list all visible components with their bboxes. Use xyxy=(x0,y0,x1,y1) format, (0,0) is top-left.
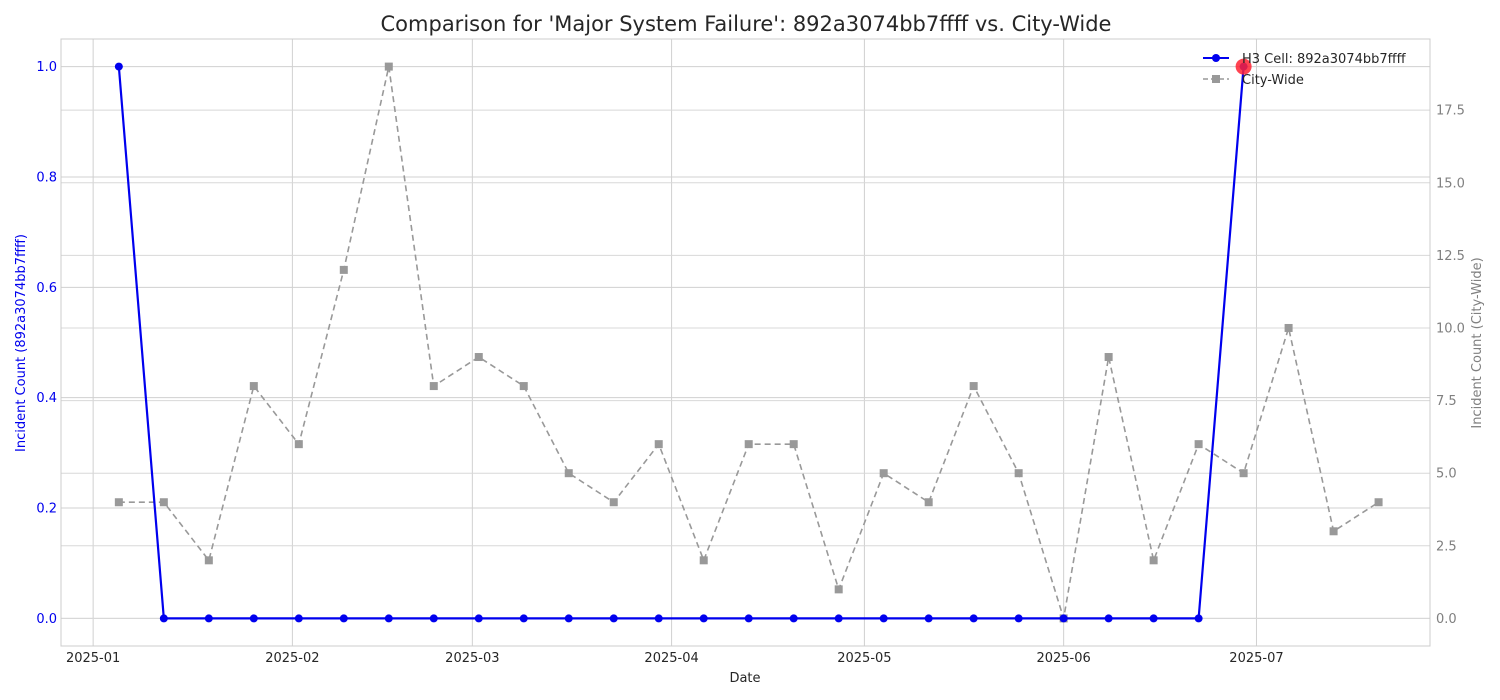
y-right-tick-label: 12.5 xyxy=(1436,249,1465,264)
h3-cell-point xyxy=(879,614,888,623)
y-left-tick-label: 0.0 xyxy=(36,612,57,627)
legend-swatch-city-marker xyxy=(1212,75,1220,83)
y-right-tick-label: 5.0 xyxy=(1436,467,1457,482)
city-wide-point xyxy=(969,382,978,391)
chart-title: Comparison for 'Major System Failure': 8… xyxy=(381,12,1112,36)
city-wide-point xyxy=(1104,353,1113,362)
city-wide-point xyxy=(1194,440,1203,449)
city-wide-point xyxy=(474,353,483,362)
y-left-tick-label: 1.0 xyxy=(36,60,57,75)
city-wide-point xyxy=(1014,469,1023,478)
city-wide-point xyxy=(834,585,843,594)
y-right-tick-label: 7.5 xyxy=(1436,394,1457,409)
h3-cell-point xyxy=(474,614,483,623)
legend-label-h3: H3 Cell: 892a3074bb7ffff xyxy=(1242,52,1407,67)
h3-cell-point xyxy=(834,614,843,623)
h3-cell-point xyxy=(924,614,933,623)
legend: H3 Cell: 892a3074bb7ffff City-Wide xyxy=(1203,52,1407,88)
h3-cell-point xyxy=(789,614,798,623)
city-wide-point xyxy=(519,382,528,391)
y-left-tick-label: 0.6 xyxy=(36,281,57,296)
highlight-point xyxy=(1235,58,1252,75)
h3-cell-point xyxy=(564,614,573,623)
h3-cell-point xyxy=(1194,614,1203,623)
y-right-tick-label: 10.0 xyxy=(1436,321,1465,336)
y-left-tick-label: 0.4 xyxy=(36,391,57,406)
city-wide-point xyxy=(789,440,798,449)
legend-swatch-h3-marker xyxy=(1212,54,1220,62)
x-tick-label: 2025-01 xyxy=(66,651,120,666)
city-wide-point xyxy=(879,469,888,478)
y-axis-left-label: Incident Count (892a3074bb7ffff) xyxy=(14,234,29,452)
city-wide-line xyxy=(118,66,1380,619)
city-wide-point xyxy=(294,440,303,449)
h3-cell-point xyxy=(744,614,753,623)
h3-cell-point xyxy=(249,614,258,623)
legend-label-city: City-Wide xyxy=(1242,73,1304,88)
city-wide-point xyxy=(114,498,123,507)
city-wide-point xyxy=(744,440,753,449)
h3-cell-point xyxy=(519,614,528,623)
y-left-tick-label: 0.2 xyxy=(36,502,57,517)
city-wide-point xyxy=(159,498,168,507)
city-wide-point xyxy=(699,556,708,565)
city-wide-point xyxy=(1329,527,1338,536)
city-wide-point xyxy=(339,265,348,274)
x-tick-label: 2025-05 xyxy=(837,651,891,666)
x-tick-label: 2025-04 xyxy=(644,651,698,666)
x-axis: 2025-01 2025-02 2025-03 2025-04 2025-05 2025-… xyxy=(66,651,1284,666)
plot-frame xyxy=(60,38,1431,647)
city-wide-point xyxy=(249,382,258,391)
city-wide-point xyxy=(1374,498,1383,507)
city-wide-point xyxy=(654,440,663,449)
x-tick-label: 2025-03 xyxy=(445,651,499,666)
h3-cell-point xyxy=(159,614,168,623)
h3-cell-point xyxy=(969,614,978,623)
h3-cell-point xyxy=(1149,614,1158,623)
h3-cell-point xyxy=(1104,614,1113,623)
h3-cell-point xyxy=(114,62,123,71)
city-wide-point xyxy=(429,382,438,391)
x-axis-label: Date xyxy=(729,671,760,686)
city-wide-point xyxy=(204,556,213,565)
grid xyxy=(61,39,1430,646)
city-wide-point xyxy=(564,469,573,478)
h3-cell-point xyxy=(204,614,213,623)
h3-cell-point xyxy=(294,614,303,623)
y-right-tick-label: 0.0 xyxy=(1436,612,1457,627)
x-tick-label: 2025-07 xyxy=(1229,651,1283,666)
y-axis-right: 0.0 2.5 5.0 7.5 10.0 12.5 15.0 17.5 xyxy=(1436,104,1465,627)
y-right-tick-label: 2.5 xyxy=(1436,539,1457,554)
h3-cell-line xyxy=(117,66,1245,620)
series-layer xyxy=(114,58,1383,623)
city-wide-point xyxy=(384,62,393,71)
h3-cell-point xyxy=(699,614,708,623)
h3-cell-point xyxy=(384,614,393,623)
y-right-tick-label: 17.5 xyxy=(1436,104,1465,119)
y-axis-right-label: Incident Count (City-Wide) xyxy=(1470,257,1485,428)
city-wide-point xyxy=(1284,323,1293,332)
x-tick-label: 2025-06 xyxy=(1036,651,1090,666)
y-right-tick-label: 15.0 xyxy=(1436,176,1465,191)
city-wide-point xyxy=(1239,469,1248,478)
city-wide-point xyxy=(1149,556,1158,565)
h3-cell-point xyxy=(429,614,438,623)
y-axis-left: 0.0 0.2 0.4 0.6 0.8 1.0 xyxy=(36,60,57,627)
h3-cell-point xyxy=(339,614,348,623)
city-wide-point xyxy=(924,498,933,507)
city-wide-point xyxy=(609,498,618,507)
h3-cell-point xyxy=(1014,614,1023,623)
h3-cell-point xyxy=(654,614,663,623)
h3-cell-point xyxy=(609,614,618,623)
y-left-tick-label: 0.8 xyxy=(36,170,57,185)
x-tick-label: 2025-02 xyxy=(265,651,319,666)
h3-cell-point xyxy=(1059,614,1068,623)
